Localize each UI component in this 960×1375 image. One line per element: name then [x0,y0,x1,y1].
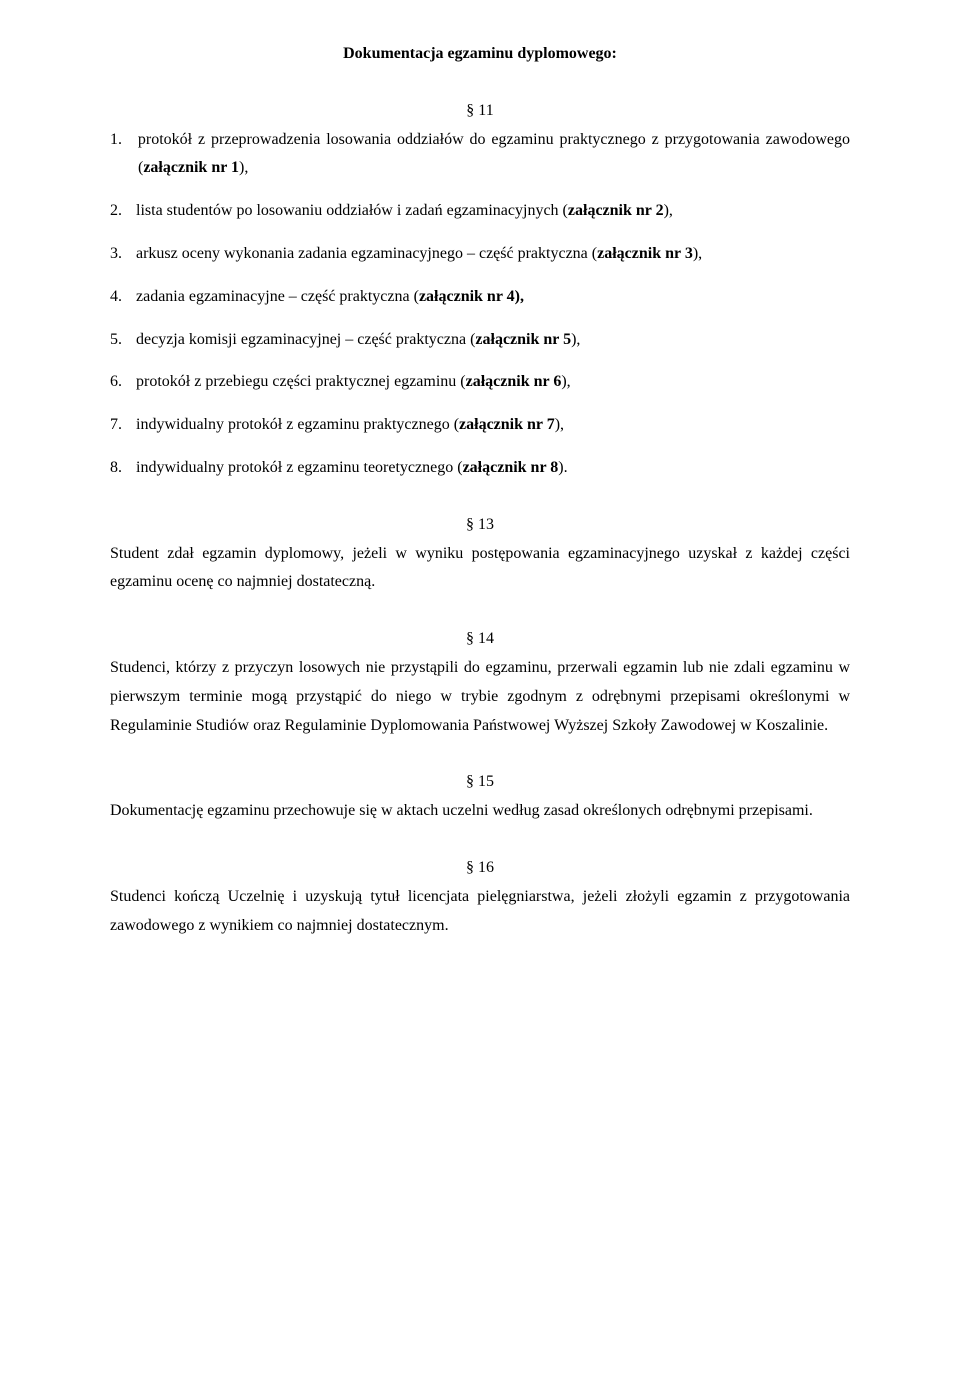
section-11-number: § 11 [110,97,850,126]
list-item-post: ). [558,459,567,476]
list-item-attachment: załącznik nr 4), [419,288,524,305]
list-item-number: 1. [110,126,132,155]
list-item: 8. indywidualny protokół z egzaminu teor… [110,454,850,483]
list-item-attachment: załącznik nr 1 [143,159,239,176]
list-item: 2. lista studentów po losowaniu oddziałó… [110,197,850,226]
list-item-post: ), [571,331,580,348]
list-item: 4. zadania egzaminacyjne – część praktyc… [110,283,850,312]
list-item-post: ), [664,202,673,219]
list-item: 6. protokół z przebiegu części praktyczn… [110,368,850,397]
section-15-number: § 15 [110,768,850,797]
list-item-pre: decyzja komisji egzaminacyjnej – część p… [136,331,475,348]
list-item-number: 3. [110,240,132,269]
list-item-number: 2. [110,197,132,226]
document-title: Dokumentacja egzaminu dyplomowego: [110,40,850,69]
list-item: 1. protokół z przeprowadzenia losowania … [110,126,850,184]
list-item-attachment: załącznik nr 8 [463,459,559,476]
list-item-number: 6. [110,368,132,397]
section-11-list: 1. protokół z przeprowadzenia losowania … [110,126,850,483]
list-item-pre: zadania egzaminacyjne – część praktyczna… [136,288,419,305]
list-item-pre: lista studentów po losowaniu oddziałów i… [136,202,568,219]
list-item-pre: indywidualny protokół z egzaminu praktyc… [136,416,459,433]
list-item-number: 7. [110,411,132,440]
list-item-number: 4. [110,283,132,312]
list-item-post: ), [693,245,702,262]
section-13-number: § 13 [110,511,850,540]
section-16-number: § 16 [110,854,850,883]
list-item: 5. decyzja komisji egzaminacyjnej – częś… [110,326,850,355]
list-item-number: 5. [110,326,132,355]
list-item-number: 8. [110,454,132,483]
list-item-attachment: załącznik nr 7 [459,416,555,433]
list-item-attachment: załącznik nr 2 [568,202,664,219]
section-16-text: Studenci kończą Uczelnię i uzyskują tytu… [110,883,850,941]
list-item-pre: arkusz oceny wykonania zadania egzaminac… [136,245,597,262]
list-item-pre: protokół z przebiegu części praktycznej … [136,373,466,390]
list-item: 3. arkusz oceny wykonania zadania egzami… [110,240,850,269]
section-15-text: Dokumentację egzaminu przechowuje się w … [110,797,850,826]
section-13-text: Student zdał egzamin dyplomowy, jeżeli w… [110,540,850,598]
section-14-number: § 14 [110,625,850,654]
list-item-attachment: załącznik nr 3 [597,245,693,262]
list-item-attachment: załącznik nr 6 [466,373,562,390]
list-item-pre: indywidualny protokół z egzaminu teorety… [136,459,463,476]
section-14-text: Studenci, którzy z przyczyn losowych nie… [110,654,850,740]
list-item-post: ), [561,373,570,390]
list-item-post: ), [555,416,564,433]
list-item-attachment: załącznik nr 5 [475,331,571,348]
list-item-post: ), [239,159,248,176]
list-item: 7. indywidualny protokół z egzaminu prak… [110,411,850,440]
